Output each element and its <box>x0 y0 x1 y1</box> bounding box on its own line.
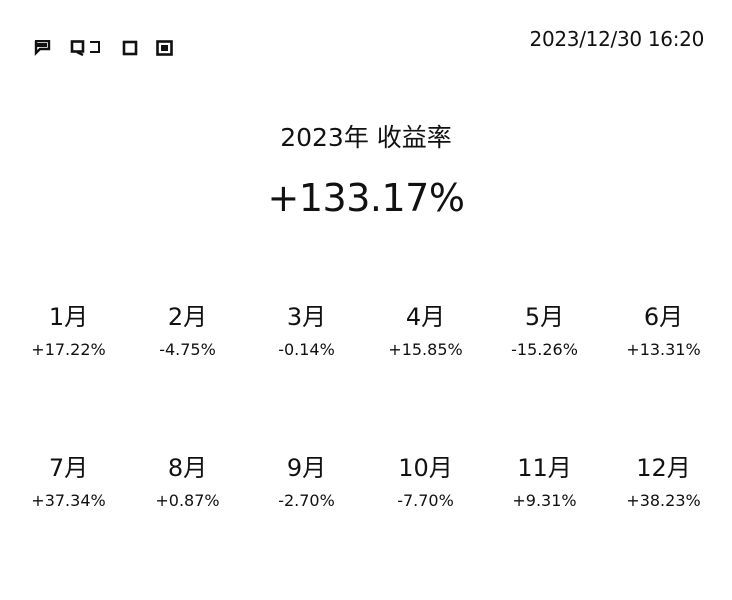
month-cell: 12月 +38.23% <box>604 449 723 600</box>
month-return: +9.31% <box>512 491 577 510</box>
month-label: 11月 <box>517 454 572 482</box>
month-return: +0.87% <box>155 491 220 510</box>
month-return: -0.14% <box>278 340 335 359</box>
month-cell: 4月 +15.85% <box>366 298 485 449</box>
month-cell: 1月 +17.22% <box>9 298 128 449</box>
month-cell: 6月 +13.31% <box>604 298 723 449</box>
month-return: -2.70% <box>278 491 335 510</box>
month-return: +38.23% <box>626 491 701 510</box>
month-return: +13.31% <box>626 340 701 359</box>
month-return: -15.26% <box>511 340 578 359</box>
toolbar <box>34 38 192 58</box>
yearly-return-title: 2023年 收益率 <box>280 123 452 152</box>
yearly-return-total: +133.17% <box>267 176 465 220</box>
month-cell: 5月 -15.26% <box>485 298 604 449</box>
month-cell: 2月 -4.75% <box>128 298 247 449</box>
month-cell: 8月 +0.87% <box>128 449 247 600</box>
month-cell: 11月 +9.31% <box>485 449 604 600</box>
month-return: +15.85% <box>388 340 463 359</box>
month-label: 6月 <box>643 303 684 331</box>
month-return: -7.70% <box>397 491 454 510</box>
month-label: 4月 <box>405 303 446 331</box>
month-label: 2月 <box>167 303 208 331</box>
month-cell: 7月 +37.34% <box>9 449 128 600</box>
month-return: +17.22% <box>31 340 106 359</box>
comment-icon[interactable] <box>70 40 104 56</box>
month-cell: 9月 -2.70% <box>247 449 366 600</box>
month-cell: 10月 -7.70% <box>366 449 485 600</box>
timestamp: 2023/12/30 16:20 <box>529 27 705 51</box>
flag-icon[interactable] <box>34 40 52 56</box>
month-return: -4.75% <box>159 340 216 359</box>
month-cell: 3月 -0.14% <box>247 298 366 449</box>
month-label: 10月 <box>398 454 453 482</box>
month-label: 9月 <box>286 454 327 482</box>
monthly-returns-grid: 1月 +17.22% 2月 -4.75% 3月 -0.14% 4月 +15.85… <box>9 298 723 600</box>
month-label: 8月 <box>167 454 208 482</box>
month-label: 5月 <box>524 303 565 331</box>
month-label: 12月 <box>636 454 691 482</box>
month-label: 1月 <box>48 303 89 331</box>
square-filled-icon[interactable] <box>156 40 174 56</box>
square-icon[interactable] <box>122 40 138 56</box>
month-label: 3月 <box>286 303 327 331</box>
month-label: 7月 <box>48 454 89 482</box>
month-return: +37.34% <box>31 491 106 510</box>
